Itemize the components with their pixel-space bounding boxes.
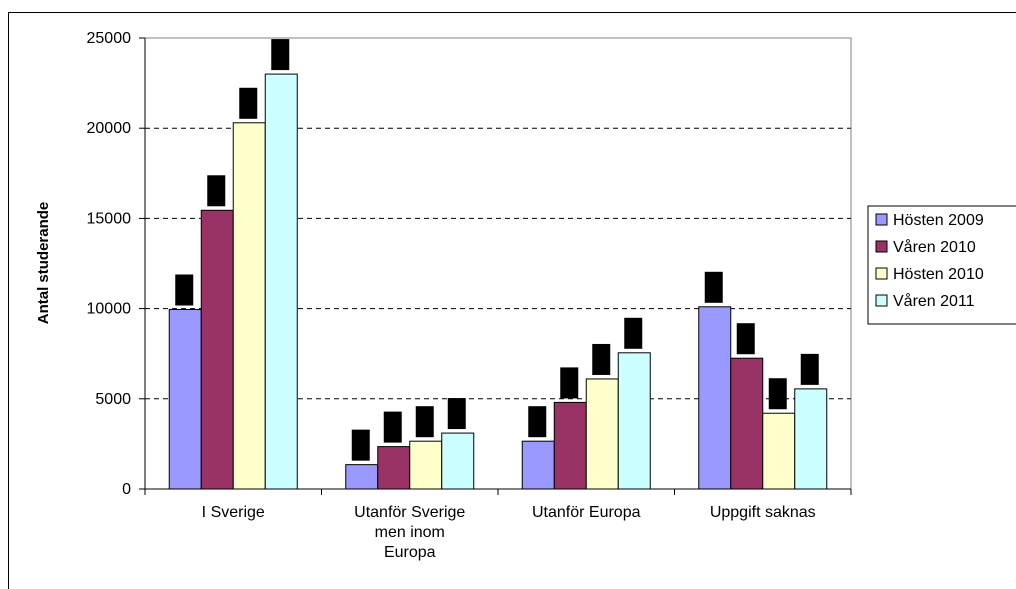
legend-entry: Hösten 2010 bbox=[893, 266, 984, 283]
y-tick-label: 20000 bbox=[87, 120, 132, 137]
bar bbox=[794, 388, 828, 490]
bar bbox=[409, 440, 443, 490]
y-tick-label: 25000 bbox=[87, 30, 132, 47]
bar bbox=[441, 432, 475, 490]
data-label-box bbox=[271, 39, 290, 71]
data-label-box bbox=[592, 343, 611, 375]
data-label-box bbox=[800, 353, 819, 385]
legend-entry: Hösten 2009 bbox=[893, 212, 984, 229]
y-tick-label: 5000 bbox=[95, 391, 131, 408]
axes: 0 5000 10000 15000 20000 25000 I Sverige Utanfö… bbox=[87, 30, 852, 561]
bar bbox=[553, 401, 587, 490]
bar bbox=[345, 464, 379, 490]
legend-swatch bbox=[875, 267, 888, 280]
y-axis-label: Antal studerande bbox=[35, 202, 52, 325]
data-label-box bbox=[207, 175, 226, 207]
bar bbox=[264, 73, 298, 490]
y-tick-label: 10000 bbox=[87, 301, 132, 318]
bar bbox=[698, 306, 732, 490]
bar bbox=[730, 357, 764, 490]
data-label-box bbox=[624, 317, 643, 349]
bars bbox=[168, 39, 828, 490]
x-tick-label: Uppgift saknas bbox=[710, 504, 816, 521]
data-label-box bbox=[736, 323, 755, 355]
data-label-box bbox=[175, 274, 194, 306]
legend-entry: Våren 2010 bbox=[893, 238, 976, 256]
bar bbox=[585, 378, 619, 490]
bar bbox=[762, 412, 796, 490]
bar bbox=[377, 446, 411, 490]
data-label-box bbox=[415, 406, 434, 438]
data-label-box bbox=[768, 378, 787, 410]
x-tick-label: Utanför Europa bbox=[532, 504, 641, 521]
legend: Hösten 2009 Våren 2010 Hösten 2010 Våren 20… bbox=[867, 205, 1016, 325]
chart-frame-left-edge bbox=[8, 12, 9, 589]
data-label-box bbox=[383, 411, 402, 443]
legend-entry: Våren 2011 bbox=[893, 292, 975, 310]
data-label-box bbox=[447, 398, 466, 430]
legend-swatch bbox=[875, 240, 888, 253]
bar bbox=[617, 352, 651, 490]
x-tick-label: Utanför Sverige men inom Europa bbox=[354, 504, 465, 561]
bar bbox=[232, 122, 266, 490]
y-tick-label: 15000 bbox=[87, 210, 132, 227]
data-label-box bbox=[560, 367, 579, 399]
data-label-box bbox=[351, 429, 370, 461]
data-label-box bbox=[704, 271, 723, 303]
chart-frame-top-edge bbox=[8, 12, 1016, 13]
data-label-box bbox=[528, 406, 547, 438]
bar bbox=[168, 309, 202, 490]
y-tick-label: 0 bbox=[122, 481, 131, 498]
legend-swatch bbox=[875, 294, 888, 307]
x-tick-label: I Sverige bbox=[202, 504, 265, 521]
legend-swatch bbox=[875, 213, 888, 226]
data-label-box bbox=[239, 87, 258, 119]
bar bbox=[521, 440, 555, 490]
bar bbox=[200, 209, 234, 490]
legend-box bbox=[867, 205, 1016, 325]
